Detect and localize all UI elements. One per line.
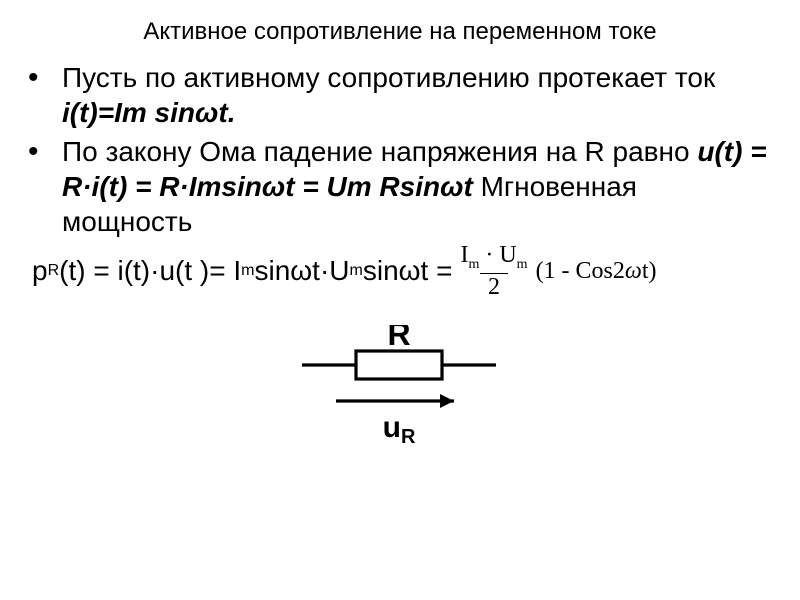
resistor-diagram: R uR <box>294 325 504 445</box>
b2-t1: t = Um Rsin <box>285 171 440 202</box>
bullet-2: • По закону Ома падение напряжения на R … <box>28 134 770 239</box>
b2-om1: ω <box>262 171 285 202</box>
circuit-diagram-wrap: R uR <box>28 325 770 445</box>
pf-m1: m <box>241 261 254 281</box>
resistor-label: R <box>387 325 410 352</box>
resistor-box <box>356 351 442 379</box>
pf-d: t <box>312 253 320 288</box>
b2-line1: По закону Ома падение напряжения на R ра… <box>62 136 697 167</box>
pf-p: p <box>32 253 48 288</box>
pf-om2: ω <box>399 253 421 288</box>
pf-a: (t) = i(t) <box>59 253 150 288</box>
pf-fn-dot: · <box>479 242 499 268</box>
b1-tail: t. <box>218 97 235 128</box>
pf-fraction: Im · Um 2 <box>456 243 531 299</box>
pf-frac-den: 2 <box>480 273 508 299</box>
u-label: u <box>383 411 401 444</box>
pf-frac-num: Im · Um <box>456 243 531 273</box>
bullet-marker: • <box>28 134 62 170</box>
pf-b: u(t )= I <box>159 253 241 288</box>
b1-lead: Пусть по активному сопротивлению протека… <box>62 62 715 93</box>
pf-f: sin <box>363 253 399 288</box>
pf-after: (1 - Cos2 <box>536 256 625 286</box>
bullet-2-text: По закону Ома падение напряжения на R ра… <box>62 134 770 239</box>
pf-fn-U: U <box>499 242 516 268</box>
voltage-label: uR <box>383 411 416 445</box>
pf-R: R <box>48 261 60 281</box>
bullet-1: • Пусть по активному сопротивлению проте… <box>28 60 770 130</box>
power-formula: pR(t) = i(t)·u(t )= Imsinωt·Umsinωt = Im… <box>28 243 770 299</box>
pf-om3: ω <box>625 256 642 286</box>
b2-om2: ω <box>440 171 463 202</box>
bullet-1-text: Пусть по активному сопротивлению протека… <box>62 60 770 130</box>
pf-fn-m1: m <box>468 257 479 272</box>
pf-m2: m <box>350 261 363 281</box>
b1-omega: ω <box>195 97 218 128</box>
pf-g: t = <box>421 253 453 288</box>
pf-dot1: · <box>150 253 159 288</box>
slide-content: • Пусть по активному сопротивлению проте… <box>0 60 800 445</box>
pf-om1: ω <box>290 253 312 288</box>
pf-after2: t) <box>642 256 657 286</box>
b2-t2: t <box>463 171 472 202</box>
slide-title: Активное сопротивление на переменном ток… <box>0 0 800 60</box>
pf-dot2: · <box>320 253 329 288</box>
arrow-head-icon <box>440 394 454 408</box>
pf-c: sin <box>255 253 291 288</box>
pf-fn-m2: m <box>517 257 528 272</box>
bullet-marker: • <box>28 60 62 96</box>
pf-e: U <box>329 253 349 288</box>
b1-formula: i(t)=Im sin <box>62 97 195 128</box>
u-sub: R <box>401 426 416 445</box>
